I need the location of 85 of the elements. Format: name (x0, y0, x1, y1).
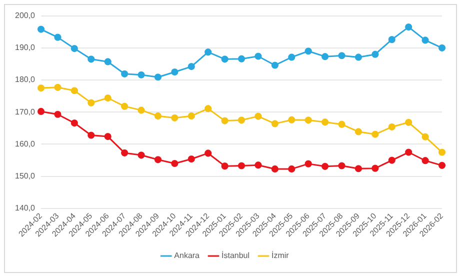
point (138, 71, 145, 78)
y-tick-label: 150,0 (14, 172, 36, 181)
y-tick-label: 160,0 (14, 139, 36, 148)
legend-label: İstanbul (222, 251, 250, 260)
point (288, 54, 296, 61)
point (37, 108, 45, 116)
point (70, 119, 78, 127)
point (138, 152, 145, 159)
point (422, 157, 429, 164)
point (88, 99, 95, 106)
point (204, 150, 212, 157)
point (388, 123, 396, 130)
y-tick-label: 180,0 (14, 75, 36, 84)
point (121, 102, 128, 110)
point (171, 160, 178, 168)
point (372, 50, 379, 58)
point (88, 56, 95, 63)
point (204, 48, 212, 56)
point (221, 117, 228, 124)
point (188, 62, 195, 70)
point (254, 112, 262, 120)
point (438, 44, 446, 52)
point (354, 128, 362, 136)
point (422, 36, 429, 44)
point (221, 162, 228, 170)
point (121, 149, 128, 156)
point (304, 48, 312, 55)
point (422, 133, 429, 140)
point (322, 162, 329, 170)
point (354, 165, 362, 172)
point (288, 116, 296, 124)
point (171, 68, 178, 76)
point (37, 26, 45, 33)
point (288, 165, 296, 173)
point (405, 148, 412, 156)
point (54, 84, 62, 91)
point (438, 148, 446, 156)
y-tick-label: 140,0 (14, 204, 36, 213)
point (438, 162, 446, 169)
point (70, 87, 78, 94)
point (372, 164, 379, 172)
point (238, 162, 246, 170)
point (405, 23, 412, 31)
point (388, 156, 396, 164)
point (322, 118, 329, 126)
point (271, 120, 278, 128)
point (54, 110, 62, 118)
point (322, 53, 329, 60)
point (238, 116, 246, 124)
point (271, 62, 278, 69)
point (388, 36, 396, 44)
point (405, 118, 412, 126)
point (138, 106, 145, 114)
point (304, 160, 312, 168)
point (188, 155, 195, 163)
point (154, 156, 162, 164)
point (338, 120, 346, 128)
point (354, 54, 362, 61)
y-tick-label: 170,0 (14, 107, 36, 116)
point (88, 132, 95, 139)
point (204, 105, 212, 112)
point (171, 114, 178, 122)
legend-label: İzmir (272, 251, 290, 260)
point (271, 165, 278, 173)
point (304, 116, 312, 124)
point (154, 112, 162, 120)
point (338, 52, 346, 60)
point (188, 112, 195, 120)
legend-label: Ankara (174, 251, 200, 260)
point (154, 74, 162, 81)
point (238, 55, 246, 62)
point (104, 94, 112, 102)
point (254, 162, 262, 169)
point (37, 84, 45, 92)
point (338, 162, 346, 170)
y-tick-label: 200,0 (14, 11, 36, 20)
y-tick-label: 190,0 (14, 43, 36, 52)
point (121, 70, 128, 78)
point (372, 130, 379, 138)
point (104, 132, 112, 140)
point (254, 52, 262, 60)
point (104, 58, 112, 66)
point (54, 34, 62, 41)
point (221, 56, 228, 63)
point (70, 45, 78, 52)
